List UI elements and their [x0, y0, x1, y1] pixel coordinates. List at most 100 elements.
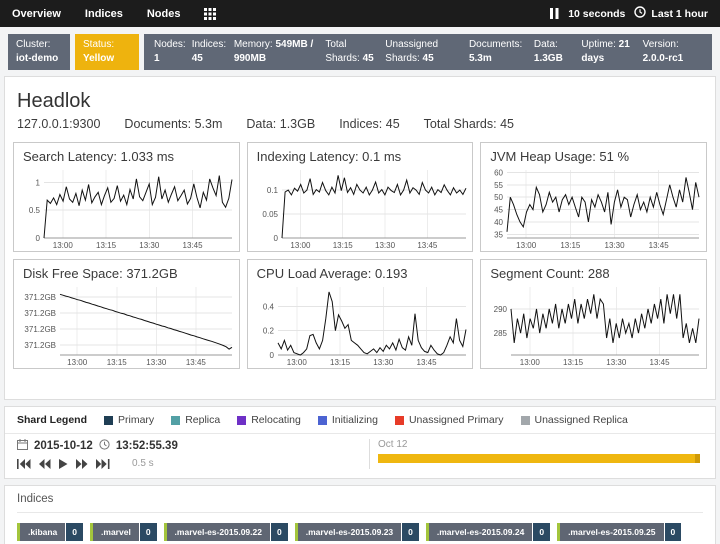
index-pill[interactable]: .marvel-es-2015.09.24 0	[425, 523, 551, 541]
apps-grid-icon[interactable]	[204, 7, 217, 20]
status-value: Yellow	[83, 53, 115, 64]
top-nav: Overview Indices Nodes 10 seconds Last 1…	[0, 0, 720, 27]
shard-legend-item: Replica	[171, 414, 220, 426]
index-name: .marvel	[90, 523, 139, 541]
chart-title-disk-free-space: Disk Free Space: 371.2GB	[23, 266, 178, 281]
node-stat: Data: 1.3GB	[246, 117, 316, 131]
svg-text:13:30: 13:30	[605, 241, 626, 250]
pause-icon[interactable]	[550, 8, 559, 19]
svg-text:13:00: 13:00	[290, 241, 311, 250]
shard-legend-item: Initializing	[317, 414, 378, 426]
chart-indexing-latency: Indexing Latency: 0.1 ms 13:00 13:15 13:30 1…	[246, 142, 474, 252]
cluster-stat-value: 21 days	[581, 39, 630, 64]
svg-text:13:30: 13:30	[373, 358, 394, 367]
scrubber-date[interactable]: 2015-10-12	[34, 440, 93, 452]
refresh-interval-button[interactable]: 10 seconds	[568, 7, 626, 20]
scrubber-time[interactable]: 13:52:55.39	[115, 440, 178, 452]
svg-text:55: 55	[494, 181, 503, 190]
cluster-stat-value: 45	[191, 53, 203, 64]
cluster-stat-value: 549MB / 990MB	[233, 39, 314, 64]
svg-text:13:15: 13:15	[332, 241, 353, 250]
index-shard-count-badge: 0	[66, 523, 84, 541]
svg-text:13:45: 13:45	[649, 241, 670, 250]
cluster-label: Cluster:	[16, 39, 51, 50]
timeline-position-handle[interactable]	[694, 454, 700, 463]
chart-disk-free-space: Disk Free Space: 371.2GB 13:00 13:15 13:30 1…	[13, 259, 240, 369]
shard-legend-title: Shard Legend	[17, 414, 88, 426]
cluster-stat-label: Data:	[533, 39, 558, 50]
chart-title-indexing-latency: Indexing Latency: 0.1 ms	[256, 149, 402, 164]
index-shard-count-badge: 0	[533, 523, 551, 541]
chart-segment-count: Segment Count: 288 13:00 13:15 13:30 13:45 28…	[480, 259, 707, 369]
index-shard-count-badge: 0	[139, 523, 157, 541]
cluster-stat-label: Documents:	[468, 39, 523, 50]
shard-legend-item: Primary	[104, 414, 154, 426]
cluster-stat: Version: 2.0.0-rc1	[643, 38, 702, 66]
node-stat: Indices: 45	[339, 117, 400, 131]
cluster-stats-pill: Nodes: 1 Indices: 45 Memory: 549MB / 990MB…	[144, 34, 712, 70]
skip-to-end-button[interactable]	[96, 458, 110, 469]
svg-text:13:45: 13:45	[183, 241, 204, 250]
svg-text:13:00: 13:00	[53, 241, 74, 250]
cluster-stat: Unassigned Shards: 45	[385, 38, 463, 66]
node-stat: Total Shards: 45	[423, 117, 514, 131]
rewind-button[interactable]	[39, 458, 51, 469]
index-pill[interactable]: .kibana 0	[17, 523, 84, 541]
timeline-progress-bar[interactable]	[378, 454, 700, 463]
nav-nodes[interactable]: Nodes	[146, 7, 181, 20]
timeline-date-label: Oct 12	[378, 439, 408, 450]
play-button[interactable]	[59, 458, 68, 469]
nav-indices[interactable]: Indices	[84, 7, 123, 20]
svg-text:13:00: 13:00	[286, 358, 307, 367]
cluster-stat-label: Nodes:	[154, 39, 186, 50]
index-pill[interactable]: .marvel-es-2015.09.25 0	[557, 523, 682, 541]
cluster-stat: Data: 1.3GB	[534, 38, 576, 66]
shard-legend-row: Shard Legend Primary Replica Relocating Ini…	[5, 407, 715, 434]
time-range-label: Last 1 hour	[651, 7, 708, 20]
cluster-name-pill[interactable]: Cluster: iot-demo	[8, 34, 70, 70]
legend-label: Unassigned Primary	[408, 414, 504, 426]
chart-plot-segment-count: 13:00 13:15 13:30 13:45 285 290	[494, 287, 700, 367]
svg-text:0.5: 0.5	[29, 206, 41, 215]
index-pill[interactable]: .marvel-es-2015.09.23 0	[294, 523, 419, 541]
charts-grid: Search Latency: 1.033 ms 13:00 13:15 13:30 1…	[9, 142, 711, 369]
shard-legend-item: Unassigned Primary	[394, 414, 504, 426]
timeline-scrubber[interactable]: Oct 12	[369, 439, 703, 469]
node-address: 127.0.0.1:9300	[17, 117, 101, 131]
svg-text:13:00: 13:00	[517, 241, 538, 250]
svg-text:13:15: 13:15	[107, 358, 128, 367]
skip-to-start-button[interactable]	[17, 458, 31, 469]
svg-text:60: 60	[494, 168, 503, 177]
svg-text:35: 35	[494, 230, 503, 239]
cluster-stat: Documents: 5.3m	[469, 38, 528, 66]
node-summary-row: 127.0.0.1:9300 Documents: 5.3m Data: 1.3G…	[17, 117, 711, 131]
svg-text:371.2GB: 371.2GB	[24, 293, 56, 302]
cluster-stat-value: 2.0.0-rc1	[642, 53, 684, 64]
index-shard-count-badge: 0	[402, 523, 419, 541]
svg-text:13:45: 13:45	[417, 241, 438, 250]
clock-icon	[634, 6, 647, 21]
svg-text:13:15: 13:15	[330, 358, 351, 367]
index-pill[interactable]: .marvel-es-2015.09.22 0	[163, 523, 288, 541]
time-range-button[interactable]: Last 1 hour	[634, 6, 708, 21]
svg-text:13:45: 13:45	[416, 358, 437, 367]
svg-text:0: 0	[273, 234, 278, 243]
svg-text:0: 0	[269, 351, 274, 360]
node-name-title: Headlok	[17, 90, 91, 112]
legend-swatch-icon	[104, 415, 114, 425]
cluster-status-pill: Status: Yellow	[75, 34, 139, 70]
nav-overview[interactable]: Overview	[12, 7, 61, 20]
legend-swatch-icon	[317, 415, 327, 425]
cluster-stat: Memory: 549MB / 990MB	[234, 38, 320, 66]
cluster-stat-value: 1.3GB	[533, 53, 563, 64]
index-pill[interactable]: .marvel 0	[90, 523, 157, 541]
indices-pill-list: .kibana 0 .marvel 0 .marvel-es-2015.09.22 0 .m…	[17, 523, 703, 544]
svg-text:13:00: 13:00	[67, 358, 88, 367]
index-name: .kibana	[17, 523, 66, 541]
fast-forward-button[interactable]	[76, 458, 88, 469]
legend-label: Primary	[118, 414, 155, 426]
svg-text:285: 285	[494, 329, 508, 338]
status-label: Status:	[83, 39, 115, 50]
cluster-stat-label: Total Shards:	[325, 39, 363, 64]
svg-text:0.2: 0.2	[263, 327, 275, 336]
